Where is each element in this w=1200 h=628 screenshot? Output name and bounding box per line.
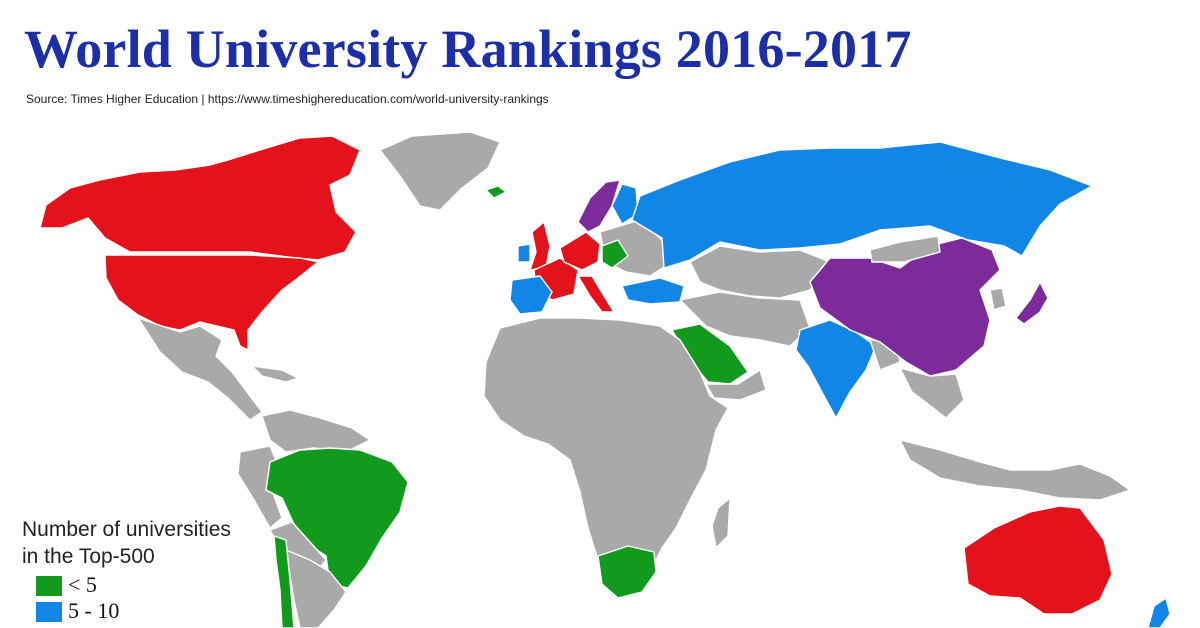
region-canada xyxy=(39,135,361,261)
region-spain xyxy=(509,275,553,315)
region-ireland xyxy=(517,243,531,263)
region-mongolia xyxy=(869,235,941,263)
region-argentina xyxy=(285,549,347,628)
region-uk xyxy=(529,221,551,271)
legend: Number of universities in the Top-500 < … xyxy=(22,516,231,623)
legend-label-5to10: 5 - 10 xyxy=(68,598,120,623)
region-turkey xyxy=(621,277,685,305)
region-northern-south-america xyxy=(261,409,371,453)
region-indonesia xyxy=(899,439,1131,501)
region-southeast-asia xyxy=(899,367,965,419)
region-central-asia xyxy=(689,245,831,299)
region-greenland xyxy=(379,131,501,211)
region-mexico-central-america xyxy=(137,317,263,421)
region-new-zealand xyxy=(1147,597,1171,628)
region-iceland xyxy=(485,185,507,199)
legend-item-lt5: < 5 xyxy=(22,570,231,597)
region-korea xyxy=(989,287,1007,311)
legend-title-line-2: in the Top-500 xyxy=(22,545,155,568)
region-finland xyxy=(611,183,639,225)
legend-swatch-blue xyxy=(36,602,62,622)
region-madagascar xyxy=(711,497,731,549)
region-japan xyxy=(1015,281,1049,325)
region-norway-sweden xyxy=(577,179,621,233)
legend-title-line-1: Number of universities xyxy=(22,518,231,541)
region-chile xyxy=(273,535,295,628)
region-brazil xyxy=(265,447,409,589)
region-south-africa xyxy=(597,545,657,599)
region-africa xyxy=(483,317,729,597)
region-usa xyxy=(104,254,319,351)
source-caption: Source: Times Higher Education | https:/… xyxy=(26,92,549,106)
region-italy xyxy=(577,275,615,313)
map-title: World University Rankings 2016-2017 xyxy=(24,19,912,79)
region-germany xyxy=(559,231,601,271)
legend-item-5to10: 5 - 10 xyxy=(22,596,231,623)
legend-label-lt5: < 5 xyxy=(68,572,97,597)
region-china xyxy=(809,237,1001,377)
region-caribbean xyxy=(251,365,299,383)
region-australia xyxy=(963,505,1113,615)
region-russia xyxy=(631,141,1093,269)
region-central-europe xyxy=(601,239,629,269)
legend-swatch-green xyxy=(36,576,62,596)
